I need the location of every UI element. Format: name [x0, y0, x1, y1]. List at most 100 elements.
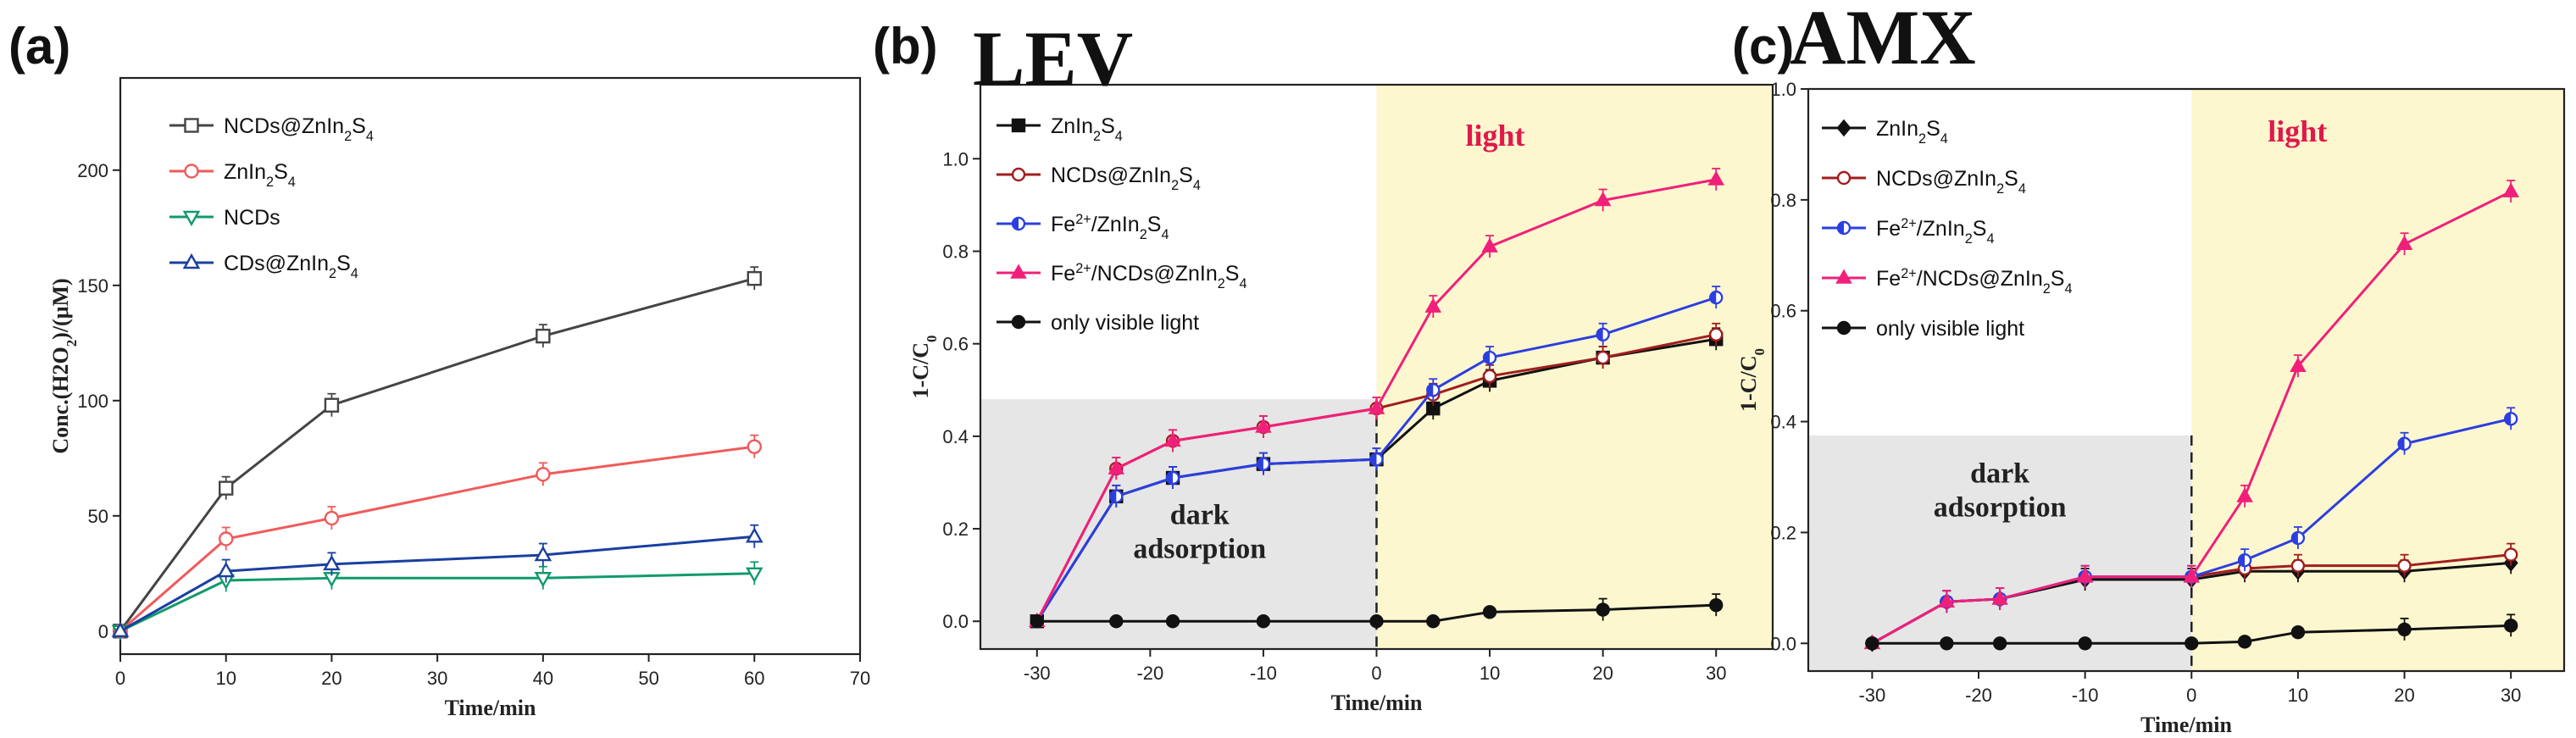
data-point: [2397, 436, 2412, 451]
x-tick-label: -30: [1858, 685, 1885, 706]
data-point: [324, 510, 340, 526]
data-point: [1108, 459, 1125, 474]
legend-label: Fe2+/ZnIn2S4: [1051, 212, 1169, 242]
x-tick-label: 20: [321, 668, 341, 689]
data-point: [2290, 558, 2306, 573]
data-point: [1255, 418, 1272, 433]
x-axis-title: Time/min: [2140, 713, 2232, 737]
legend-label: NCDs@ZnIn2S4: [1876, 167, 2026, 197]
panel-label: (b): [873, 18, 938, 75]
data-point-half: [1427, 384, 1434, 397]
data-point: [1164, 431, 1181, 447]
data-point: [534, 545, 552, 562]
data-point: [1482, 350, 1497, 365]
chart-panel-3: -30 -20 -10 0 10 20 30 0.0 0.2 0.4 0.6 0.8 1.0 Time/m…: [1732, 0, 2566, 737]
data-point-half: [2291, 531, 2298, 544]
y-tick-label: 0.0: [942, 611, 969, 632]
legend-label: Fe2+/ZnIn2S4: [1876, 216, 1994, 247]
chart-panel-1: 0 10 20 30 40 50 60 70 0 50 100 150 200 Time/min Conc.…: [8, 18, 870, 720]
data-point: [1165, 470, 1180, 486]
legend-item: ZnIn2S4: [997, 114, 1123, 144]
legend-marker: [1011, 314, 1026, 330]
data-point: [2290, 530, 2306, 546]
data-point: [745, 527, 763, 543]
legend-marker: [182, 252, 201, 269]
x-tick-label: -20: [1965, 685, 1992, 706]
series-5: [1030, 593, 1724, 629]
x-axis-title: Time/min: [1331, 691, 1423, 715]
data-point: [1992, 636, 2007, 651]
light-label: light: [2268, 114, 2327, 148]
data-point: [1426, 614, 1441, 629]
y-tick-label: 1.0: [942, 148, 969, 169]
data-point: [2503, 412, 2518, 426]
data-point: [1596, 327, 1610, 341]
x-tick-label: 30: [1706, 663, 1726, 684]
legend-label: ZnIn2S4: [224, 160, 296, 190]
data-point-half: [2239, 554, 2246, 567]
data-point: [747, 439, 762, 454]
data-point: [1369, 452, 1384, 467]
x-tick-label: -10: [1250, 663, 1277, 684]
legend-marker: [184, 164, 199, 179]
legend-item: Fe2+/ZnIn2S4: [1822, 216, 1994, 247]
data-point-half: [1257, 458, 1263, 470]
x-tick-label: 10: [2288, 685, 2308, 706]
x-tick-label: 40: [533, 668, 553, 689]
plot-frame: [119, 76, 862, 656]
legend-marker: [1011, 216, 1026, 231]
legend-label: Fe2+/NCDs@ZnIn2S4: [1051, 261, 1247, 291]
data-point-half: [1484, 352, 1491, 364]
legend-label: CDs@ZnIn2S4: [224, 252, 358, 281]
legend-item: Fe2+/NCDs@ZnIn2S4: [997, 261, 1247, 291]
y-tick-label: 100: [77, 391, 108, 412]
data-point: [1709, 290, 1724, 305]
y-tick-label: 0.4: [1770, 412, 1796, 433]
data-point: [2183, 568, 2201, 583]
legend-item: CDs@ZnIn2S4: [169, 252, 358, 281]
legend-item: Fe2+/ZnIn2S4: [997, 212, 1169, 242]
light-region: [1376, 85, 1773, 649]
dark-region: [1808, 435, 2192, 671]
legend-item: only visible light: [1822, 317, 2024, 341]
data-point: [2078, 636, 2092, 651]
data-point: [2503, 547, 2518, 562]
y-tick-label: 0.6: [942, 334, 969, 355]
legend-marker: [1835, 269, 1852, 284]
y-tick-label: 0.8: [1770, 190, 1796, 211]
data-point: [2236, 487, 2253, 502]
legend-marker: [1011, 118, 1026, 133]
x-tick-label: 10: [215, 668, 236, 689]
series-5: [1865, 613, 2518, 651]
data-point: [1482, 605, 1497, 619]
x-tick-label: -10: [2072, 685, 2099, 706]
legend-marker: [1010, 264, 1027, 279]
legend-label: Fe2+/NCDs@ZnIn2S4: [1876, 266, 2073, 297]
data-point: [1938, 592, 1956, 608]
data-point: [1596, 602, 1610, 617]
legend-item: NCDs@ZnIn2S4: [1822, 167, 2026, 197]
data-point: [534, 572, 552, 588]
x-tick-label: 0: [1371, 663, 1381, 684]
legend-item: ZnIn2S4: [169, 160, 296, 190]
y-tick-label: 0.2: [942, 519, 969, 540]
data-point-half: [2398, 437, 2405, 450]
data-point-half: [1110, 490, 1117, 502]
series-4: [1863, 180, 2519, 650]
panel-title: LEV: [973, 15, 1133, 102]
legend-marker: [184, 118, 199, 133]
dark-label-line2: adsorption: [1934, 492, 2067, 524]
data-point: [747, 270, 762, 286]
data-point: [2397, 622, 2412, 637]
panel-label: (c): [1732, 18, 1794, 75]
x-axis-title: Time/min: [445, 696, 536, 720]
legend-label: NCDs: [224, 206, 280, 230]
legend-label: NCDs@ZnIn2S4: [1051, 164, 1201, 193]
data-point: [1709, 597, 1724, 613]
x-tick-label: 0: [2186, 685, 2196, 706]
data-point: [1109, 489, 1124, 504]
data-point: [219, 480, 234, 496]
dark-label-line1: dark: [1170, 500, 1230, 531]
series-line: [119, 535, 755, 633]
